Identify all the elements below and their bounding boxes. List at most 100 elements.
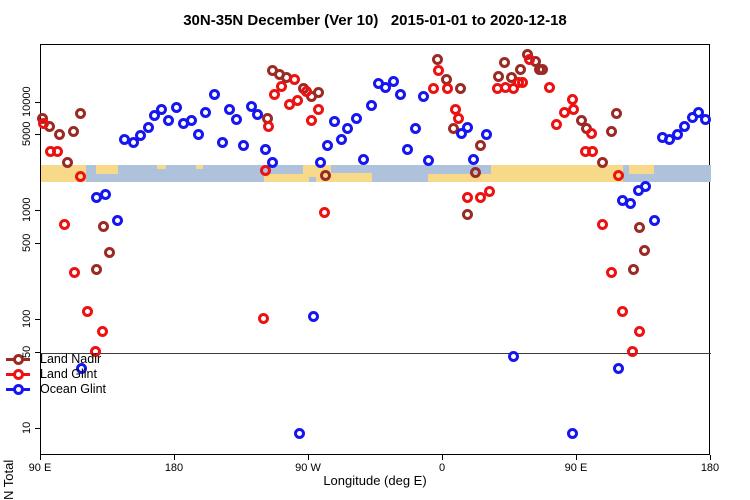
y-axis-tick bbox=[35, 134, 40, 135]
x-axis-tick bbox=[442, 455, 443, 460]
land-glint-ring-icon bbox=[13, 369, 24, 380]
data-point-land-nadir bbox=[91, 263, 103, 275]
data-point-land-nadir bbox=[455, 83, 467, 95]
data-point-ocean-glint bbox=[481, 128, 493, 140]
data-point-land-nadir bbox=[320, 169, 332, 181]
data-point-ocean-glint bbox=[217, 136, 229, 148]
data-point-land-nadir bbox=[596, 157, 608, 169]
y-tick-label: 100 bbox=[21, 309, 33, 329]
latitude-band-land-segment bbox=[331, 173, 372, 182]
data-point-land-glint bbox=[567, 93, 579, 105]
y-axis-tick bbox=[35, 102, 40, 103]
x-tick-label: 90 E bbox=[564, 462, 588, 474]
data-point-ocean-glint bbox=[142, 121, 154, 133]
data-point-land-nadir bbox=[639, 244, 651, 256]
data-point-ocean-glint bbox=[186, 114, 198, 126]
y-axis-tick bbox=[35, 210, 40, 211]
x-axis-tick bbox=[40, 455, 41, 460]
data-point-ocean-glint bbox=[693, 106, 705, 118]
data-point-ocean-glint bbox=[423, 154, 435, 166]
data-point-ocean-glint bbox=[410, 123, 422, 135]
data-point-ocean-glint bbox=[613, 362, 625, 374]
data-point-land-nadir bbox=[313, 87, 325, 99]
latitude-band-land-segment bbox=[96, 165, 119, 174]
x-tick-label: 90 E bbox=[28, 462, 52, 474]
data-point-ocean-glint bbox=[672, 129, 684, 141]
data-point-ocean-glint bbox=[238, 140, 250, 152]
x-tick-label: 180 bbox=[700, 462, 720, 474]
data-point-land-nadir bbox=[628, 263, 640, 275]
data-point-land-glint bbox=[587, 145, 599, 157]
data-point-land-glint bbox=[433, 65, 445, 77]
data-point-land-glint bbox=[283, 99, 295, 111]
data-point-land-glint bbox=[427, 83, 439, 95]
data-point-ocean-glint bbox=[418, 91, 430, 103]
data-point-land-glint bbox=[268, 89, 280, 101]
data-point-land-glint bbox=[544, 81, 556, 93]
legend-label: Ocean Glint bbox=[40, 382, 107, 396]
data-point-land-glint bbox=[260, 165, 272, 177]
data-point-land-glint bbox=[606, 266, 618, 278]
data-point-ocean-glint bbox=[567, 428, 579, 440]
data-point-ocean-glint bbox=[223, 103, 235, 115]
data-point-land-glint bbox=[484, 185, 496, 197]
data-point-ocean-glint bbox=[193, 128, 205, 140]
chart-title: 30N-35N December (Ver 10) 2015-01-01 to … bbox=[183, 12, 567, 29]
data-point-land-nadir bbox=[67, 126, 79, 138]
data-point-land-glint bbox=[586, 128, 598, 140]
y-axis-tick bbox=[35, 428, 40, 429]
data-point-ocean-glint bbox=[267, 157, 279, 169]
data-point-land-nadir bbox=[53, 129, 65, 141]
data-point-land-nadir bbox=[515, 64, 527, 76]
data-point-land-nadir bbox=[62, 157, 74, 169]
data-point-ocean-glint bbox=[395, 88, 407, 100]
data-point-land-glint bbox=[68, 266, 80, 278]
data-point-land-glint bbox=[81, 306, 93, 318]
data-point-ocean-glint bbox=[171, 101, 183, 113]
latitude-band-ocean-segment bbox=[428, 165, 491, 174]
data-point-ocean-glint bbox=[246, 100, 258, 112]
data-point-land-glint bbox=[617, 306, 629, 318]
data-point-land-nadir bbox=[462, 209, 474, 221]
data-point-land-nadir bbox=[74, 108, 86, 120]
legend-label: Land Glint bbox=[40, 367, 97, 381]
data-point-land-glint bbox=[258, 313, 270, 325]
ocean-glint-line-icon bbox=[6, 384, 30, 395]
data-point-land-glint bbox=[453, 112, 465, 124]
data-point-ocean-glint bbox=[336, 133, 348, 145]
data-point-ocean-glint bbox=[231, 113, 243, 125]
data-point-ocean-glint bbox=[322, 139, 334, 151]
data-point-ocean-glint bbox=[307, 311, 319, 323]
data-point-ocean-glint bbox=[200, 107, 212, 119]
data-point-ocean-glint bbox=[99, 189, 111, 200]
data-point-land-glint bbox=[596, 219, 608, 231]
y-tick-label: 10 bbox=[21, 421, 33, 435]
data-point-ocean-glint bbox=[155, 103, 167, 115]
data-point-land-nadir bbox=[499, 57, 511, 69]
data-point-ocean-glint bbox=[260, 143, 272, 155]
data-point-land-glint bbox=[275, 80, 287, 92]
x-tick-label: 90 W bbox=[295, 462, 321, 474]
data-point-land-glint bbox=[524, 53, 536, 65]
x-tick-label: 0 bbox=[438, 462, 446, 474]
data-point-ocean-glint bbox=[649, 214, 661, 226]
data-point-land-glint bbox=[74, 170, 86, 182]
data-point-land-glint bbox=[38, 118, 50, 130]
data-point-ocean-glint bbox=[148, 109, 160, 121]
land-nadir-ring-icon bbox=[13, 354, 24, 365]
data-point-ocean-glint bbox=[456, 127, 468, 139]
y-tick-label: 10000 bbox=[21, 86, 33, 118]
data-point-land-glint bbox=[319, 207, 331, 219]
data-point-ocean-glint bbox=[358, 153, 370, 165]
data-point-ocean-glint bbox=[134, 130, 146, 142]
data-point-land-nadir bbox=[475, 139, 487, 151]
data-point-land-glint bbox=[306, 114, 318, 126]
data-point-ocean-glint bbox=[351, 112, 363, 124]
data-point-land-glint bbox=[508, 83, 520, 95]
y-axis-tick bbox=[35, 319, 40, 320]
x-axis-tick bbox=[576, 455, 577, 460]
data-point-ocean-glint bbox=[388, 75, 400, 87]
data-point-ocean-glint bbox=[679, 120, 691, 132]
data-point-ocean-glint bbox=[366, 99, 378, 111]
data-point-ocean-glint bbox=[329, 116, 341, 128]
